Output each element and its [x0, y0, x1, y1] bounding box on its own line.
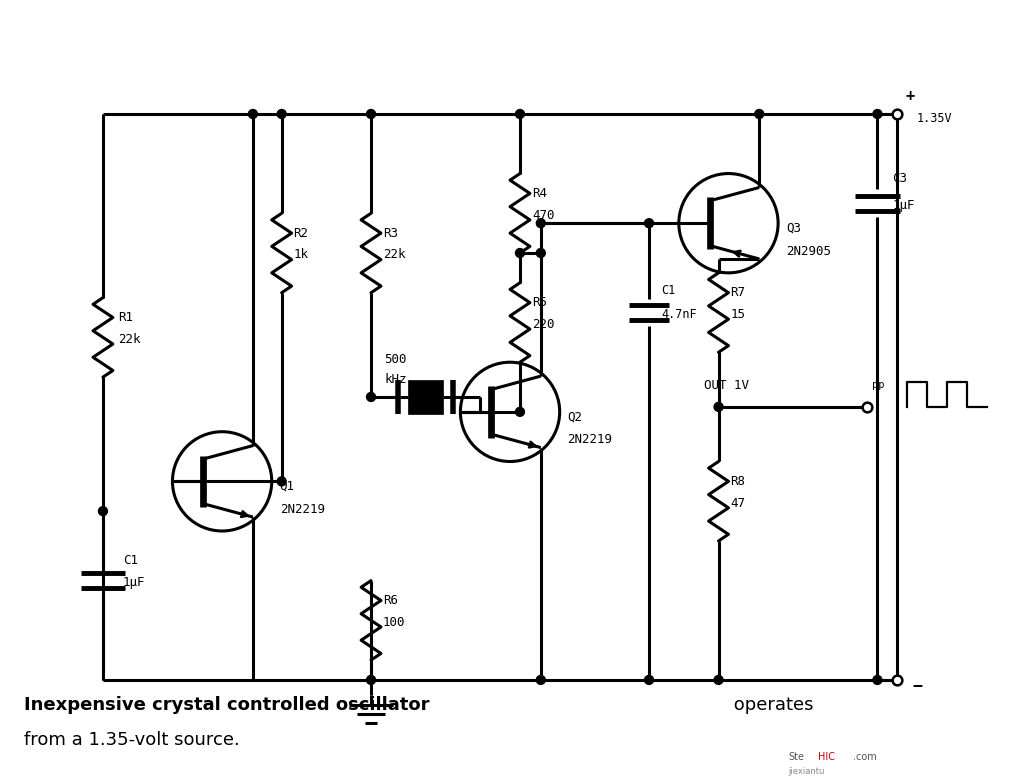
Text: −: − — [913, 676, 922, 694]
Text: pp: pp — [872, 380, 885, 390]
Text: C1: C1 — [661, 284, 676, 297]
Text: R6: R6 — [383, 594, 398, 607]
Text: R2: R2 — [294, 227, 309, 239]
Text: 1μF: 1μF — [892, 199, 915, 212]
Text: 2N2219: 2N2219 — [568, 433, 613, 447]
Text: 2N2905: 2N2905 — [786, 245, 831, 257]
Circle shape — [714, 403, 723, 411]
Text: +: + — [905, 88, 915, 103]
Text: C3: C3 — [892, 172, 907, 185]
Text: Q3: Q3 — [786, 221, 801, 235]
Circle shape — [515, 109, 524, 118]
Text: 1.35V: 1.35V — [917, 113, 953, 125]
Text: 4.7nF: 4.7nF — [661, 308, 696, 321]
Text: kHz: kHz — [384, 372, 407, 386]
Circle shape — [367, 676, 376, 684]
Text: Q2: Q2 — [568, 411, 583, 423]
Text: 220: 220 — [531, 318, 554, 331]
Circle shape — [873, 109, 882, 118]
Circle shape — [367, 109, 376, 118]
Text: C1: C1 — [123, 554, 138, 567]
Text: 1k: 1k — [294, 249, 309, 261]
Circle shape — [755, 109, 763, 118]
Circle shape — [537, 219, 545, 228]
Text: operates: operates — [728, 696, 814, 714]
Text: Inexpensive crystal controlled oscillator: Inexpensive crystal controlled oscillato… — [24, 696, 430, 714]
Text: Ste: Ste — [788, 752, 804, 762]
Text: R5: R5 — [531, 296, 547, 309]
Text: from a 1.35-volt source.: from a 1.35-volt source. — [24, 730, 239, 748]
Circle shape — [277, 109, 286, 118]
Text: 1μF: 1μF — [123, 576, 145, 589]
Circle shape — [515, 249, 524, 257]
Text: R4: R4 — [531, 187, 547, 200]
Text: jiexiantu: jiexiantu — [788, 767, 824, 776]
Text: 15: 15 — [730, 308, 746, 321]
Text: R3: R3 — [383, 227, 398, 239]
Circle shape — [645, 219, 653, 228]
Text: 500: 500 — [384, 353, 407, 366]
Text: R8: R8 — [730, 475, 746, 488]
Text: 2N2219: 2N2219 — [280, 503, 324, 515]
Circle shape — [367, 393, 376, 401]
Text: OUT 1V: OUT 1V — [703, 378, 749, 392]
Text: 22k: 22k — [117, 333, 140, 346]
Text: R1: R1 — [117, 311, 133, 324]
Circle shape — [515, 407, 524, 416]
Circle shape — [99, 507, 107, 515]
Text: HIC: HIC — [818, 752, 835, 762]
Circle shape — [537, 249, 545, 257]
Bar — [408, 379, 443, 414]
Circle shape — [537, 676, 545, 684]
Circle shape — [873, 676, 882, 684]
Text: 22k: 22k — [383, 249, 406, 261]
Text: .com: .com — [853, 752, 877, 762]
Text: R7: R7 — [730, 286, 746, 300]
Text: 47: 47 — [730, 497, 746, 510]
Text: Q1: Q1 — [280, 480, 295, 493]
Circle shape — [248, 109, 258, 118]
Circle shape — [645, 676, 653, 684]
Circle shape — [277, 477, 286, 486]
Text: 470: 470 — [531, 209, 554, 222]
Circle shape — [714, 676, 723, 684]
Text: 100: 100 — [383, 616, 406, 629]
